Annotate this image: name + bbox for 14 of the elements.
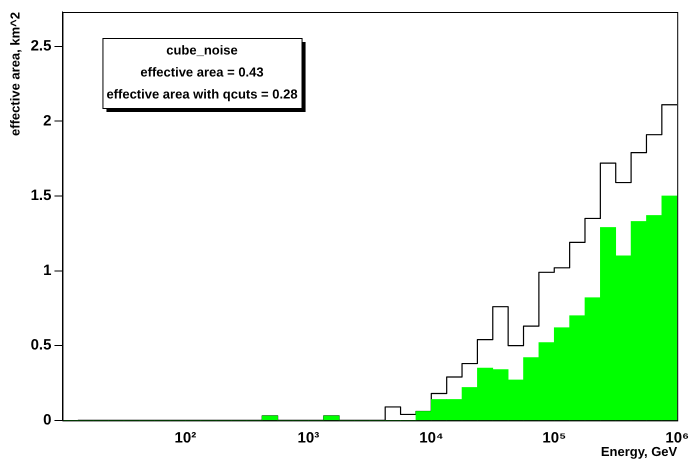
x-tick-label: 10⁴ [419,430,444,447]
y-tick-label: 1.5 [30,187,52,204]
x-tick-label: 10⁵ [542,430,566,447]
y-tick-label: 0.5 [30,336,52,354]
y-tick-label: 2.5 [30,38,52,55]
y-tick-label: 0 [43,412,52,429]
x-tick-label: 10³ [298,430,320,447]
annotation: effective area with qcuts = 0.28 [106,86,298,102]
annotation: effective area = 0.43 [140,64,264,80]
y-tick-label: 1 [43,262,52,279]
y-tick-label: 2 [43,112,52,130]
x-tick-label: 10² [174,430,196,447]
annotation: cube_noise [166,42,238,58]
y-axis-title: effective area, km^2 [7,12,22,136]
